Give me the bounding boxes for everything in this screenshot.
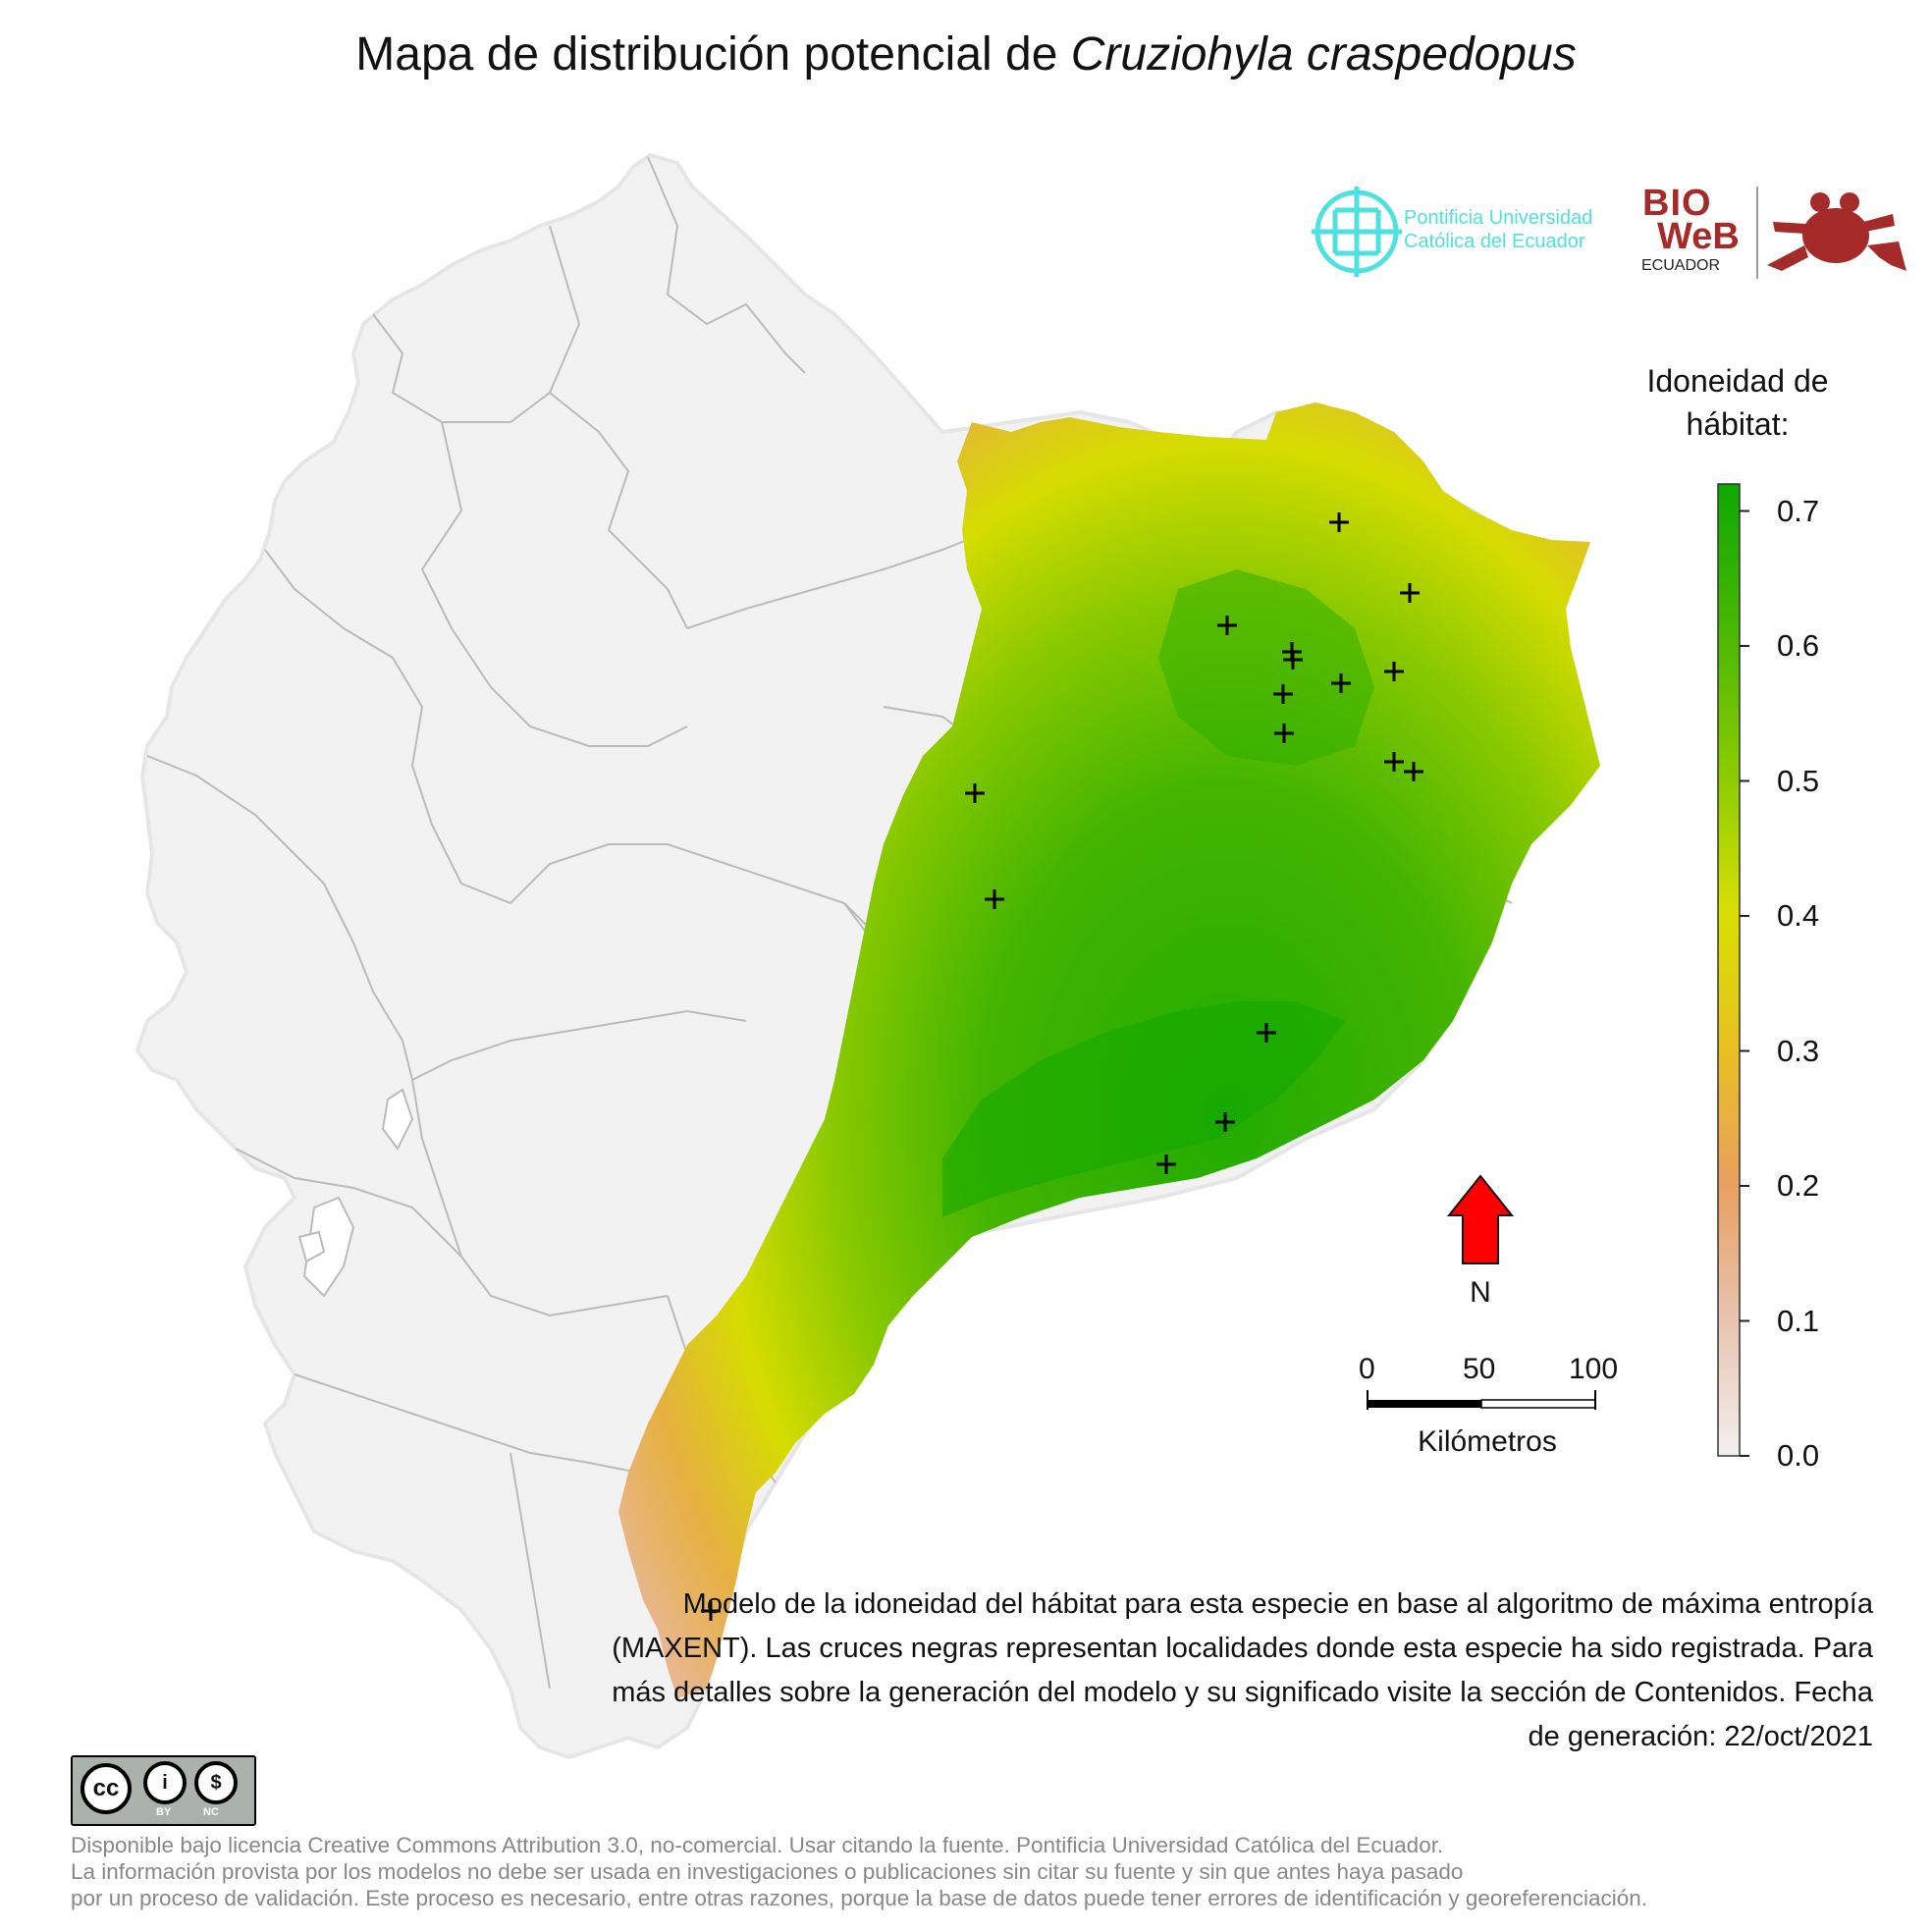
bioweb-logo-web: WeB xyxy=(1657,216,1740,257)
cc-nc-label: NC xyxy=(203,1806,219,1818)
scale-label-50: 50 xyxy=(1463,1353,1496,1385)
map-caption: Modelo de la idoneidad del hábitat para … xyxy=(612,1588,1873,1752)
cc-license-badge[interactable]: cc i $ BY NC xyxy=(71,1755,256,1826)
suitability-core-north xyxy=(1158,569,1374,766)
north-arrow-icon xyxy=(1446,1174,1515,1264)
record-marker xyxy=(1329,512,1349,532)
legend-tick-label: 0.4 xyxy=(1777,898,1820,933)
legend-tick-label: 0.3 xyxy=(1777,1033,1820,1068)
record-marker xyxy=(1404,762,1423,781)
record-marker xyxy=(1384,662,1404,681)
record-marker xyxy=(1283,650,1303,670)
legend-colorbar xyxy=(1717,483,1741,1457)
by-icon: i xyxy=(143,1761,187,1804)
record-marker xyxy=(1215,1112,1235,1132)
legend-tick-label: 0.5 xyxy=(1777,763,1820,798)
record-markers xyxy=(701,512,1423,1621)
license-line: La información provista por los modelos … xyxy=(71,1859,1464,1884)
license-line: por un proceso de validación. Este proce… xyxy=(71,1886,1647,1910)
scale-unit: Kilómetros xyxy=(1418,1425,1557,1458)
record-marker xyxy=(1400,583,1420,603)
record-marker xyxy=(965,783,985,803)
legend-tick-label: 0.1 xyxy=(1777,1303,1820,1338)
scale-bar xyxy=(1367,1390,1596,1410)
legend-tick-label: 0.7 xyxy=(1777,493,1820,528)
record-marker xyxy=(1273,684,1293,704)
map-title: Mapa de distribución potencial de Cruzio… xyxy=(0,27,1932,81)
record-marker xyxy=(1257,1023,1276,1043)
record-marker xyxy=(1156,1154,1176,1174)
cc-icon: cc xyxy=(80,1763,132,1814)
pucp-logo-text: Pontificia Universidad Católica del Ecuad… xyxy=(1404,207,1593,252)
record-marker xyxy=(1331,673,1351,693)
coastal-islands xyxy=(297,1088,414,1298)
legend-tick-label: 0.2 xyxy=(1777,1168,1820,1203)
map-title-species: Cruziohyla craspedopus xyxy=(1070,28,1577,80)
record-marker xyxy=(701,1601,721,1621)
frog-icon xyxy=(1767,192,1906,271)
nc-icon: $ xyxy=(194,1761,238,1804)
scale-label-0: 0 xyxy=(1359,1353,1375,1385)
bioweb-logo-bio: BIO xyxy=(1642,183,1712,224)
record-marker xyxy=(1384,752,1404,772)
record-marker xyxy=(985,889,1004,909)
pucp-logo-icon xyxy=(1312,187,1402,277)
map-title-prefix: Mapa de distribución potencial de xyxy=(355,28,1071,80)
scale-label-100: 100 xyxy=(1569,1353,1619,1385)
license-line: Disponible bajo licencia Creative Common… xyxy=(71,1833,1444,1857)
north-label: N xyxy=(1470,1276,1491,1309)
legend-title: Idoneidad de hábitat: xyxy=(1646,363,1829,442)
legend-tick-label: 0.0 xyxy=(1777,1438,1820,1473)
bioweb-logo-sub: ECUADOR xyxy=(1641,257,1721,274)
cc-by-label: BY xyxy=(156,1806,172,1818)
suitability-core xyxy=(942,1001,1345,1217)
legend-ticks xyxy=(1740,510,1749,1457)
license-text: Disponible bajo licencia Creative Common… xyxy=(71,1832,1647,1911)
legend-tick-label: 0.6 xyxy=(1777,628,1820,663)
record-marker xyxy=(1217,616,1237,635)
record-marker xyxy=(1274,724,1294,743)
